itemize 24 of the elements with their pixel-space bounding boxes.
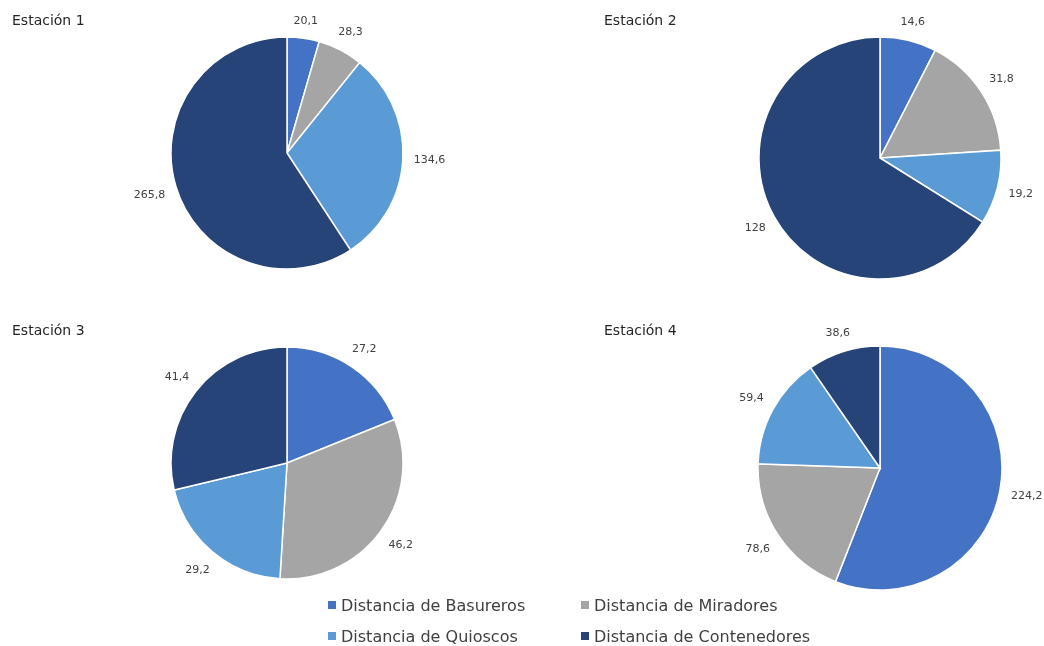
data-label: 265,8 xyxy=(133,187,166,201)
data-label: 20,1 xyxy=(293,14,319,28)
chart-title: Estación 4 xyxy=(604,322,677,338)
text: Estación 3 xyxy=(12,322,85,338)
data-label: 134,6 xyxy=(413,153,446,167)
data-label: 46,2 xyxy=(388,538,414,552)
data-label: 224,2 xyxy=(1010,489,1043,503)
data-label: 19,2 xyxy=(1008,186,1034,200)
legend-label: Distancia de Quioscos xyxy=(341,626,518,646)
data-label: 41,4 xyxy=(164,369,190,383)
legend-label: Distancia de Basureros xyxy=(341,595,526,615)
data-label: 59,4 xyxy=(739,391,764,405)
data-label: 27,2 xyxy=(352,341,377,355)
data-label: 14,6 xyxy=(900,15,926,29)
data-label: 78,6 xyxy=(745,541,770,555)
data-label: 128 xyxy=(744,220,766,234)
legend-label: Distancia de Contenedores xyxy=(594,626,811,646)
data-label: 31,8 xyxy=(989,71,1014,85)
data-label: 38,6 xyxy=(825,326,851,340)
data-label: 29,2 xyxy=(185,563,210,577)
chart-title: Estación 2 xyxy=(604,12,677,28)
data-label: 28,3 xyxy=(338,24,363,38)
legend-label: Distancia de Miradores xyxy=(594,595,778,615)
chart-title: Estación 1 xyxy=(12,12,85,28)
